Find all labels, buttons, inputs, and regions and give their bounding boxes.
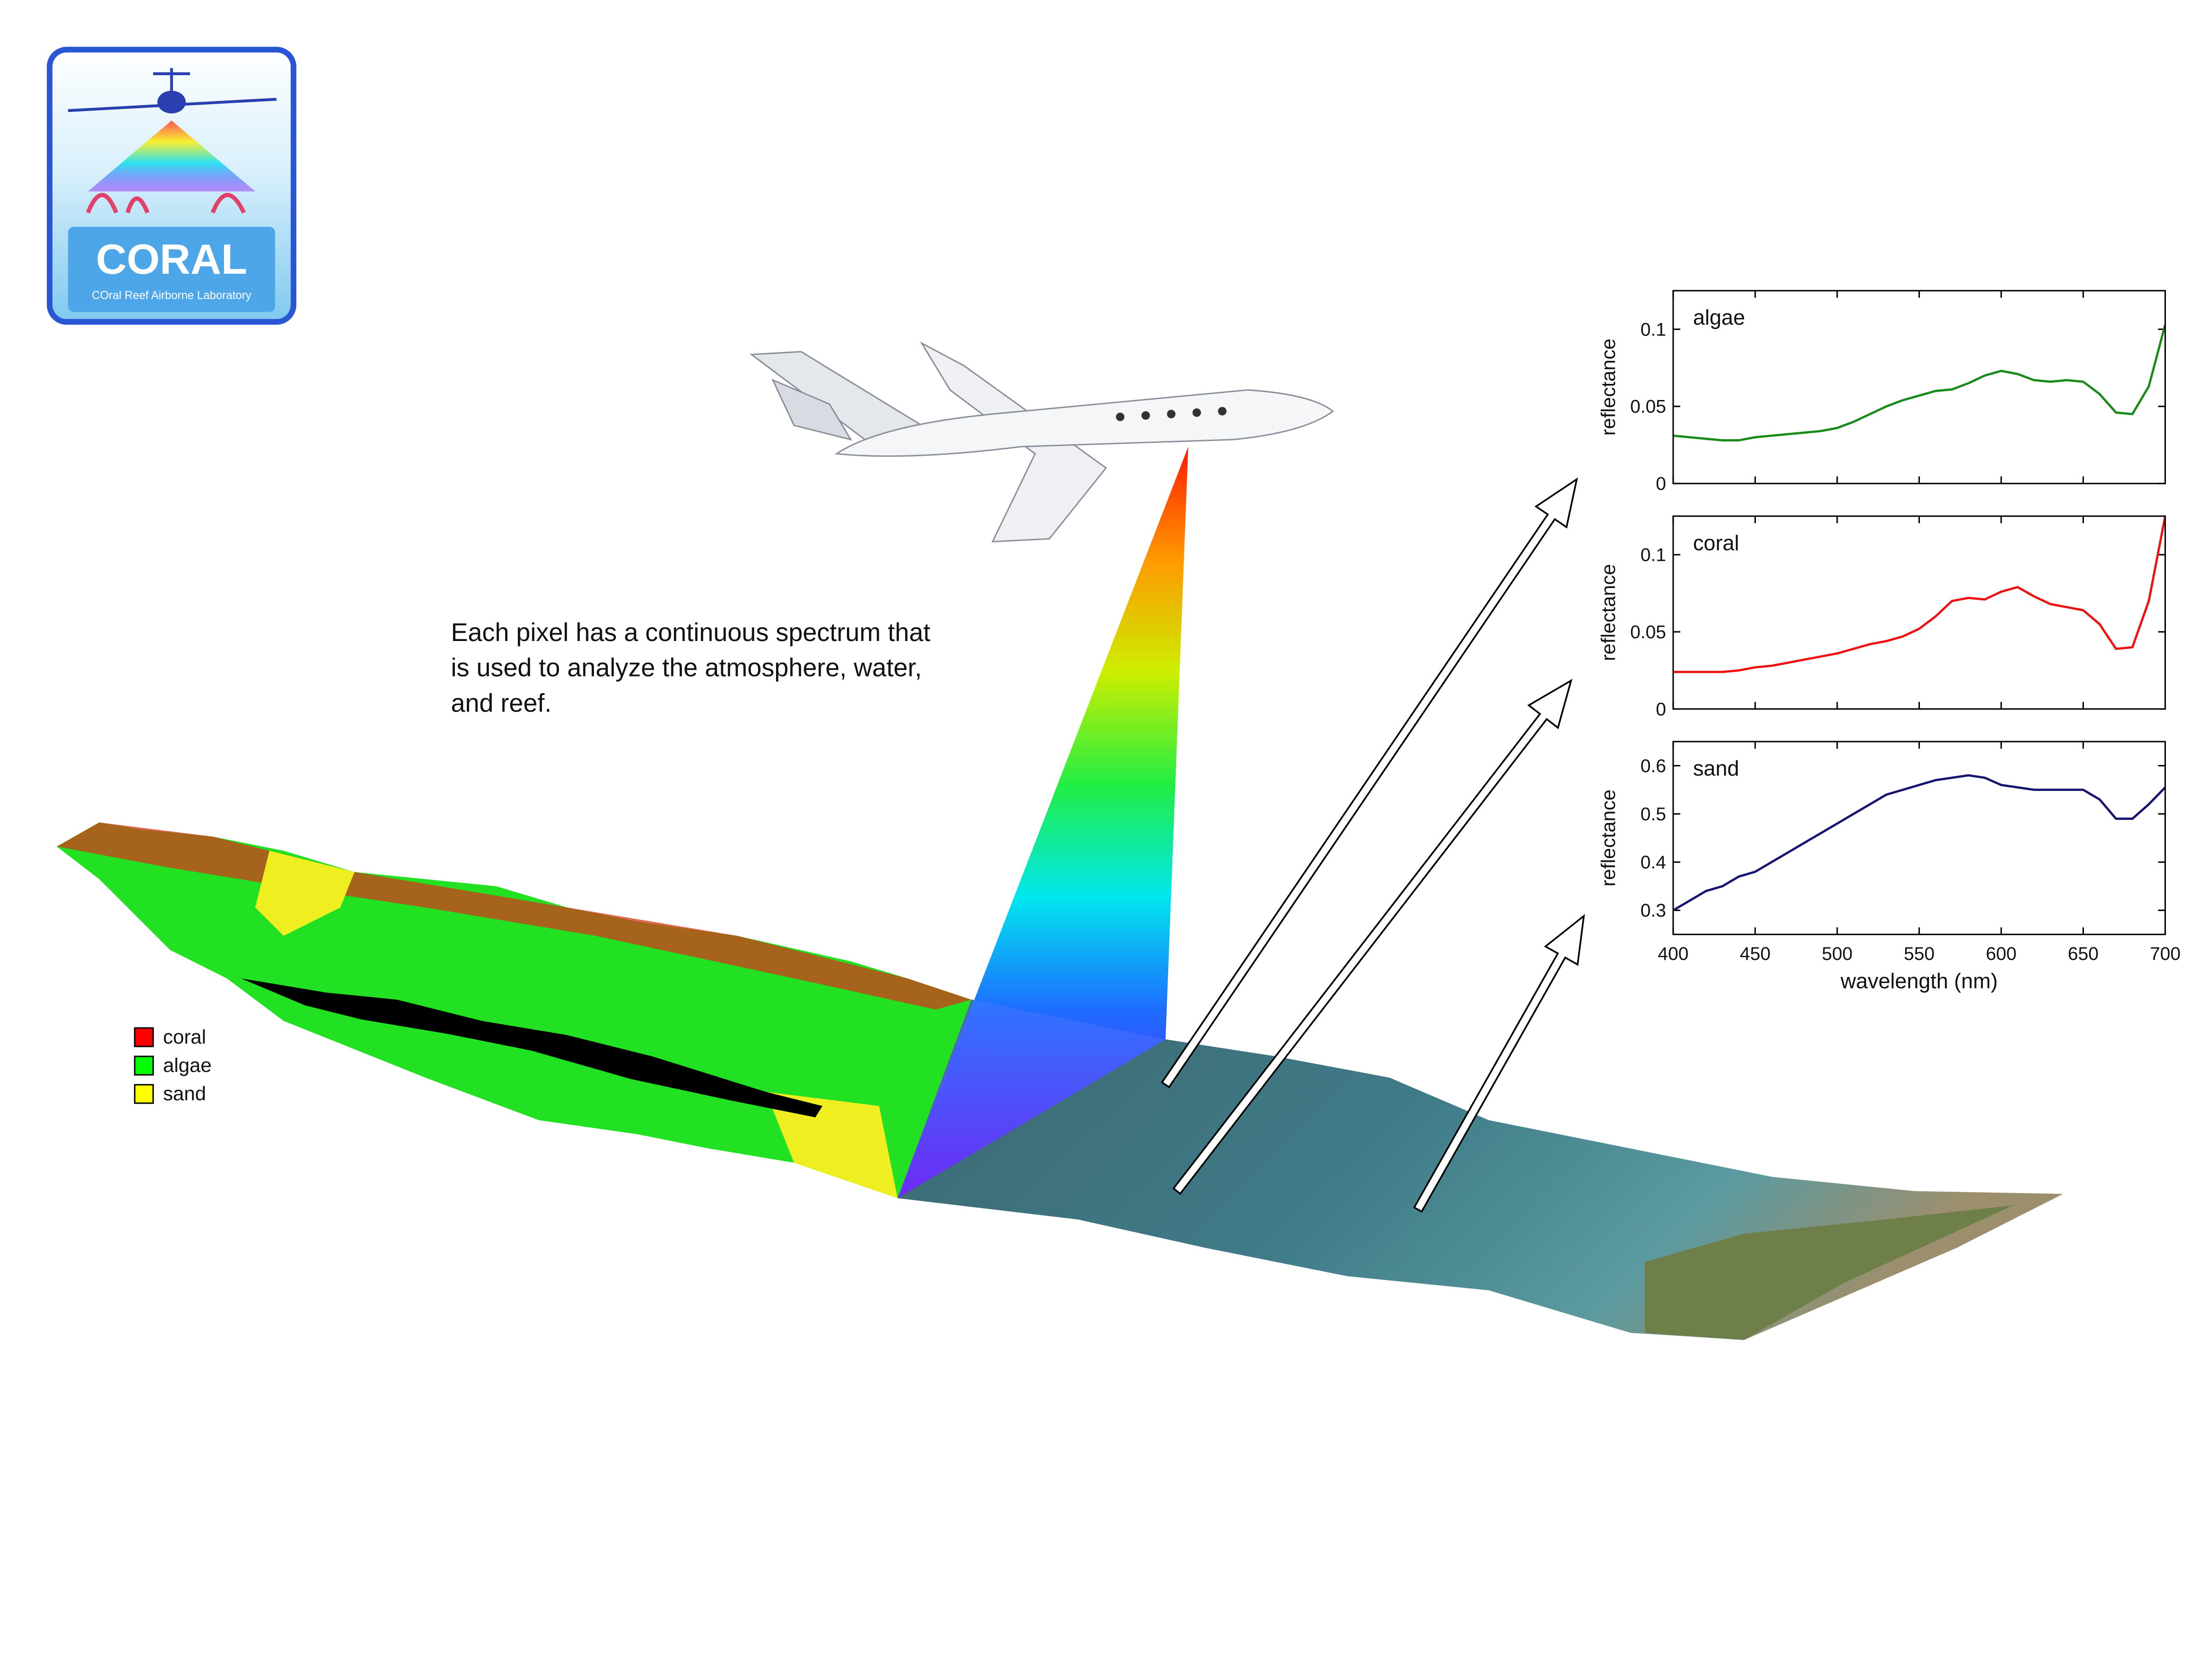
arrow [1161, 477, 1578, 1088]
y-tick-label: 0.1 [1641, 545, 1666, 565]
plot-area [1673, 774, 2165, 912]
plot-frame [1672, 741, 2166, 935]
map-legend: coral algae sand [134, 1026, 212, 1105]
y-tick-label: 0.1 [1641, 319, 1666, 340]
logo-title: CORAL [96, 235, 247, 283]
legend-label: coral [163, 1026, 206, 1048]
x-tick-label: 550 [1904, 944, 1935, 964]
arrow [1413, 914, 1585, 1213]
chart-title: sand [1693, 756, 1739, 780]
x-tick-label: 500 [1822, 944, 1853, 964]
spectra-charts: 0 0.05 0.1 algae reflectance 0 0.05 0.1 coral ref… [1598, 290, 2181, 993]
x-tick-label: 600 [1986, 944, 2017, 964]
y-tick-label: 0 [1656, 474, 1666, 494]
spectrum-beam [897, 447, 1188, 1199]
y-axis-label: reflectance [1598, 339, 1620, 436]
y-tick-label: 0.5 [1641, 804, 1666, 824]
plot-area [1673, 324, 2165, 441]
plot-area [1673, 516, 2165, 673]
airplane [749, 341, 1334, 543]
y-tick-label: 0.4 [1641, 853, 1666, 873]
y-tick-label: 0.05 [1630, 397, 1666, 417]
spectrum-line [1673, 324, 2165, 441]
x-tick-label: 400 [1658, 944, 1688, 964]
legend-label: sand [163, 1083, 206, 1105]
legend-swatch [134, 1027, 154, 1047]
chart-title: algae [1693, 306, 1745, 329]
x-tick-label: 650 [2068, 944, 2099, 964]
x-axis-label: wavelength (nm) [1840, 969, 1998, 993]
legend-label: algae [163, 1054, 212, 1077]
legend-swatch [134, 1084, 154, 1104]
arrows [1161, 477, 1585, 1213]
arrow [1172, 679, 1573, 1195]
caption: Each pixel has a continuous spectrum tha… [451, 618, 930, 718]
plot-frame [1672, 515, 2166, 710]
spectrum-line [1673, 516, 2165, 673]
x-tick-label: 450 [1740, 944, 1771, 964]
beam-footprint [897, 1000, 1166, 1198]
y-tick-label: 0 [1656, 699, 1666, 719]
spectrum-line [1673, 774, 2165, 912]
chart-title: coral [1693, 531, 1739, 555]
caption-line: is used to analyze the atmosphere, water… [451, 653, 922, 682]
y-axis-label: reflectance [1598, 789, 1620, 887]
y-axis-label: reflectance [1598, 564, 1620, 661]
logo-subtitle: COral Reef Airborne Laboratory [92, 289, 252, 302]
y-tick-label: 0.3 [1641, 900, 1666, 921]
plot-frame [1672, 290, 2166, 484]
logo: CORAL COral Reef Airborne Laboratory [47, 47, 297, 325]
reef-map [57, 822, 2063, 1340]
caption-line: Each pixel has a continuous spectrum tha… [451, 618, 930, 647]
caption-line: and reef. [451, 689, 552, 718]
y-tick-label: 0.05 [1630, 622, 1666, 642]
y-tick-label: 0.6 [1641, 756, 1666, 776]
legend-swatch [134, 1055, 154, 1076]
x-tick-label: 700 [2150, 944, 2181, 964]
